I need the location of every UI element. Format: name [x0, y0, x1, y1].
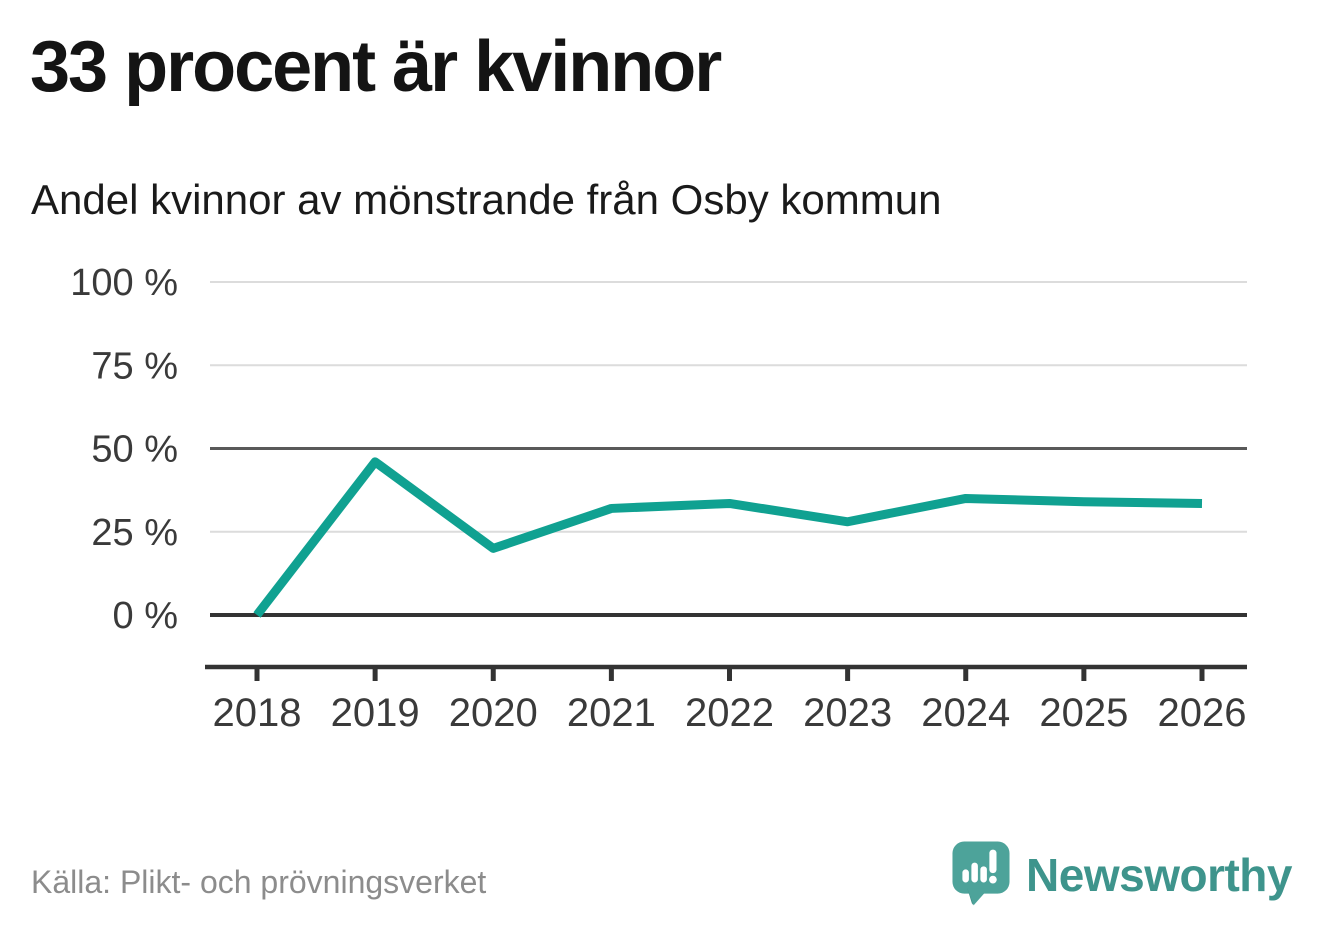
- x-tick-label: 2019: [331, 691, 420, 735]
- trend-line: [253, 457, 1203, 618]
- y-tick-label: 50 %: [91, 429, 178, 471]
- gridlines: [210, 281, 1247, 617]
- y-tick-label: 0 %: [113, 595, 178, 637]
- newsworthy-logo: Newsworthy: [950, 840, 1292, 910]
- data-series-line: [253, 457, 1203, 618]
- y-axis-labels: 0 % 25 % 50 % 75 % 100 %: [70, 262, 178, 637]
- x-tick-label: 2024: [921, 691, 1010, 735]
- x-tick-label: 2021: [567, 691, 656, 735]
- x-tick-label: 2020: [449, 691, 538, 735]
- x-tick-label: 2025: [1039, 691, 1128, 735]
- x-tick-label: 2023: [803, 691, 892, 735]
- source-caption: Källa: Plikt- och prövningsverket: [31, 864, 487, 900]
- y-tick-label: 100 %: [70, 262, 178, 304]
- x-tick-label: 2026: [1158, 691, 1247, 735]
- y-tick-label: 25 %: [91, 512, 178, 554]
- x-tick-label: 2022: [685, 691, 774, 735]
- y-tick-label: 75 %: [91, 345, 178, 387]
- newsworthy-wordmark: Newsworthy: [1026, 849, 1292, 901]
- chart-headline: 33 procent är kvinnor: [30, 27, 722, 107]
- speech-bubble-chart-icon: [952, 841, 1010, 906]
- x-tick-label: 2018: [213, 691, 302, 735]
- x-axis-labels: 2018 2019 2020 2021 2022 2023 2024 2025 2026: [213, 691, 1247, 735]
- chart-subtitle: Andel kvinnor av mönstrande från Osby ko…: [31, 176, 942, 223]
- x-tick-marks: [254, 667, 1205, 681]
